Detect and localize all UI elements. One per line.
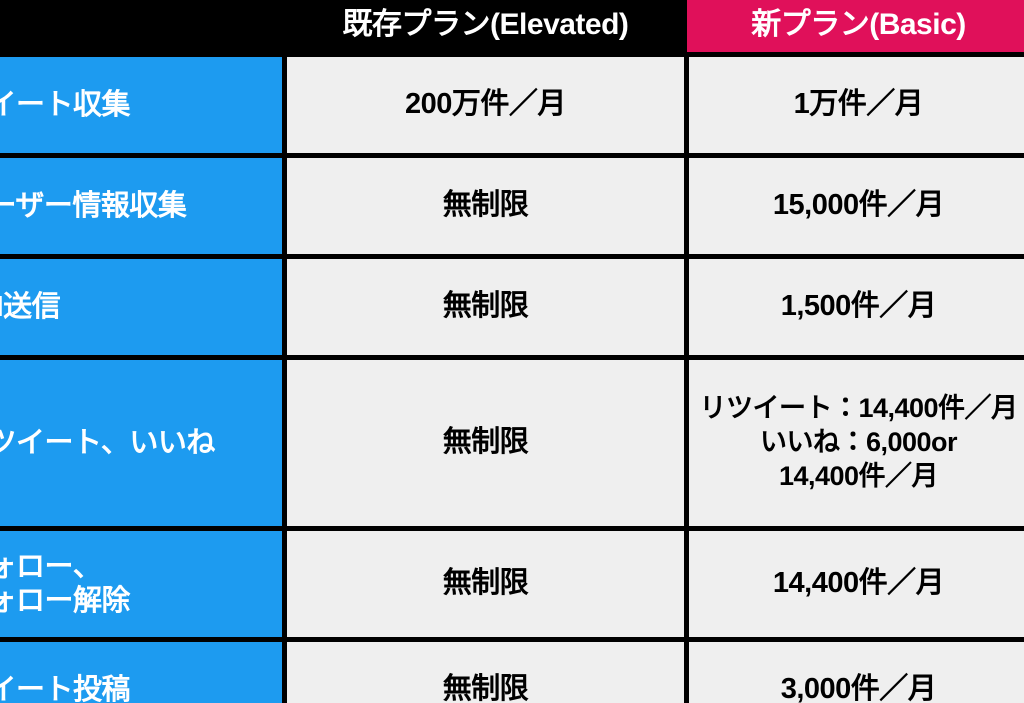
new-plan-value-cell: 14,400件／月 xyxy=(684,526,1024,642)
value-line: 14,400件／月 xyxy=(772,567,945,600)
feature-cell-tweet-post: ツイート投稿 xyxy=(0,637,287,703)
value-line: 3,000件／月 xyxy=(780,673,937,703)
new-plan-value-cell: 1万件／月 xyxy=(684,52,1024,158)
feature-label-line: ツイート投稿 xyxy=(0,673,131,703)
header-cell-new-plan: 新プラン(Basic) xyxy=(686,0,1024,55)
table-row: フォロー、 フォロー解除 無制限 14,400件／月 xyxy=(0,526,1024,642)
value-line: 1,500件／月 xyxy=(780,290,937,323)
feature-cell-follow-unfollow: フォロー、 フォロー解除 xyxy=(0,526,287,642)
table-row: ツイート投稿 無制限 3,000件／月 xyxy=(0,637,1024,703)
value-line: 200万件／月 xyxy=(405,88,566,121)
feature-label-line: フォロー、 xyxy=(0,550,102,583)
table-header: 既存プラン(Elevated) 新プラン(Basic) xyxy=(0,0,1024,55)
feature-label-line: DM送信 xyxy=(0,290,61,323)
old-plan-value-cell: 無制限 xyxy=(282,637,689,703)
feature-label-line: リツイート、いいね xyxy=(0,426,215,459)
feature-cell-dm-send: DM送信 xyxy=(0,254,287,360)
old-plan-value-cell: 無制限 xyxy=(282,355,689,531)
table-body: ツイート収集 200万件／月 1万件／月 ユーザー情報収集 無制限 xyxy=(0,52,1024,703)
table-row: DM送信 無制限 1,500件／月 xyxy=(0,254,1024,360)
header-cell-blank xyxy=(0,0,285,55)
table-row: ユーザー情報収集 無制限 15,000件／月 xyxy=(0,153,1024,259)
new-plan-value-cell: 1,500件／月 xyxy=(684,254,1024,360)
feature-label-line: フォロー解除 xyxy=(0,585,131,617)
old-plan-value-cell: 無制限 xyxy=(282,153,689,259)
new-plan-value-cell: 15,000件／月 xyxy=(684,153,1024,259)
value-line: 無制限 xyxy=(442,426,529,459)
header-cell-existing-plan: 既存プラン(Elevated) xyxy=(284,0,687,55)
header-row: 既存プラン(Elevated) 新プラン(Basic) xyxy=(0,0,1024,55)
feature-cell-tweet-collection: ツイート収集 xyxy=(0,52,287,158)
feature-cell-user-info-collection: ユーザー情報収集 xyxy=(0,153,287,259)
old-plan-value-cell: 無制限 xyxy=(282,526,689,642)
value-line: いいね：6,000or xyxy=(759,427,958,458)
value-line: 無制限 xyxy=(442,567,529,600)
value-line: リツイート：14,400件／月 xyxy=(699,393,1018,424)
table-row: ツイート収集 200万件／月 1万件／月 xyxy=(0,52,1024,158)
feature-cell-retweet-like: リツイート、いいね xyxy=(0,355,287,531)
table-row: リツイート、いいね 無制限 リツイート：14,400件／月 いいね：6,000o… xyxy=(0,355,1024,531)
value-line: 無制限 xyxy=(442,673,529,703)
old-plan-value-cell: 無制限 xyxy=(282,254,689,360)
value-line: 15,000件／月 xyxy=(772,189,945,222)
feature-label-line: ツイート収集 xyxy=(0,88,131,121)
value-line: 無制限 xyxy=(442,290,529,323)
value-line: 1万件／月 xyxy=(793,88,924,121)
feature-label-line: ユーザー情報収集 xyxy=(0,189,187,222)
new-plan-value-cell: リツイート：14,400件／月 いいね：6,000or 14,400件／月 xyxy=(684,355,1024,531)
value-line: 無制限 xyxy=(442,189,529,222)
new-plan-value-cell: 3,000件／月 xyxy=(684,637,1024,703)
old-plan-value-cell: 200万件／月 xyxy=(282,52,689,158)
value-line: 14,400件／月 xyxy=(778,460,939,491)
